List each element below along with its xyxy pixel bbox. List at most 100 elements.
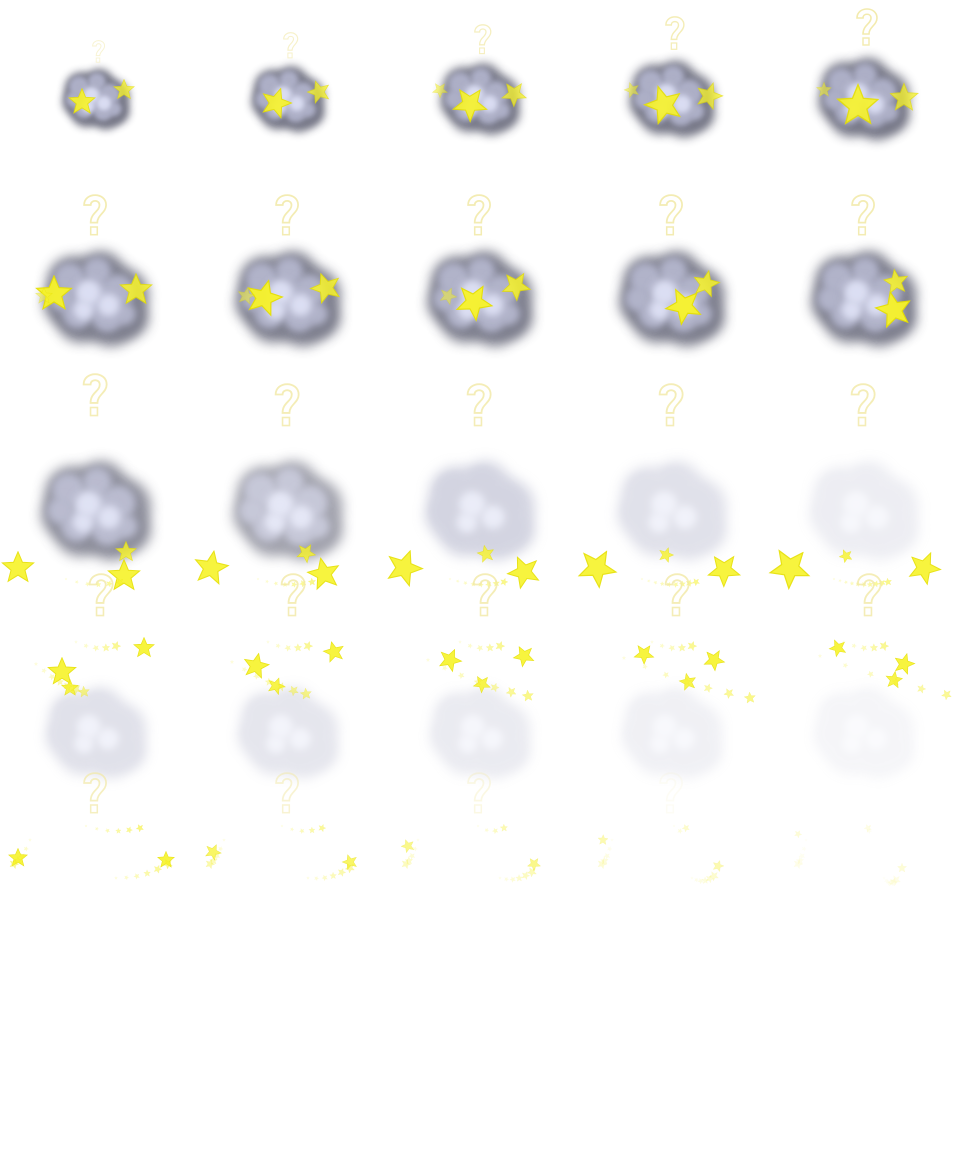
sprite-frame-5	[815, 8, 921, 140]
trail-star-icon	[503, 876, 510, 882]
star-icon	[794, 829, 803, 839]
trail-star-icon	[693, 876, 700, 883]
trail-star-icon	[483, 827, 490, 833]
trail-star-icon	[280, 824, 284, 828]
sprite-frame-24	[597, 772, 726, 886]
star-icon	[630, 639, 659, 667]
trail-star-icon	[640, 577, 644, 581]
trail-star-icon	[458, 640, 462, 644]
trail-star-icon	[303, 641, 314, 652]
sprite-frame-17	[229, 573, 347, 779]
sprite-frame-4	[622, 16, 727, 138]
frames-layer	[1, 8, 954, 888]
trail-star-icon	[318, 824, 327, 833]
trail-star-icon	[229, 659, 235, 664]
trail-star-icon	[800, 845, 808, 852]
trail-star-icon	[691, 578, 701, 587]
smoke-cloud-icon	[237, 687, 339, 779]
star-icon	[191, 547, 232, 586]
question-mark-icon	[280, 573, 306, 617]
trail-star-icon	[650, 640, 654, 644]
trail-star-icon	[104, 827, 111, 834]
question-mark-icon	[856, 8, 878, 46]
trail-star-icon	[843, 579, 849, 585]
trail-star-icon	[515, 873, 524, 883]
trail-star-icon	[274, 642, 282, 649]
star-icon	[895, 861, 908, 874]
trail-star-icon	[659, 580, 666, 587]
smoke-cloud-icon	[45, 687, 147, 779]
sprite-frame-14	[572, 383, 746, 592]
star-icon	[435, 644, 466, 674]
trail-star-icon	[667, 643, 677, 653]
trail-star-icon	[126, 826, 133, 834]
smoke-cloud-icon	[621, 687, 723, 779]
question-mark-icon	[856, 573, 882, 617]
trail-star-icon	[28, 838, 32, 842]
question-mark-icon	[82, 373, 108, 417]
sprite-frame-15	[763, 383, 946, 595]
trail-star-icon	[114, 876, 118, 880]
question-mark-icon	[92, 40, 106, 63]
star-icon	[321, 638, 347, 664]
trail-star-icon	[283, 643, 293, 653]
trail-star-icon	[298, 827, 306, 835]
trail-star-icon	[320, 873, 329, 882]
star-icon	[709, 857, 726, 874]
trail-star-icon	[143, 868, 152, 878]
trail-star-icon	[641, 663, 649, 670]
star-icon	[509, 641, 538, 669]
trail-star-icon	[917, 684, 927, 694]
star-icon	[133, 636, 155, 658]
trail-star-icon	[33, 661, 39, 666]
question-mark-icon	[467, 772, 491, 814]
trail-star-icon	[866, 669, 876, 679]
smoke-cloud-icon	[41, 461, 151, 561]
sprite-frame-8	[427, 194, 535, 347]
star-icon	[1, 550, 35, 583]
question-mark-icon	[83, 772, 107, 814]
trail-star-icon	[466, 642, 474, 649]
question-mark-icon	[283, 32, 299, 59]
sprite-frame-25	[793, 822, 908, 888]
question-mark-icon	[83, 194, 107, 236]
trail-star-icon	[425, 657, 431, 662]
trail-star-icon	[610, 838, 614, 842]
star-icon	[701, 546, 746, 591]
sprite-frame-6	[35, 194, 153, 347]
question-mark-icon	[275, 772, 299, 814]
smoke-cloud-icon	[440, 63, 520, 135]
trail-star-icon	[256, 577, 260, 581]
trail-star-icon	[101, 642, 112, 653]
sprite-frame-9	[619, 194, 725, 347]
trail-star-icon	[661, 670, 671, 680]
trail-star-icon	[266, 640, 270, 644]
sprite-frame-1	[62, 40, 135, 130]
trail-star-icon	[882, 876, 885, 879]
trail-star-icon	[491, 826, 500, 835]
trail-star-icon	[842, 661, 849, 669]
question-mark-icon	[466, 383, 492, 427]
trail-star-icon	[457, 670, 466, 680]
trail-star-icon	[742, 690, 759, 707]
trail-star-icon	[241, 665, 248, 673]
trail-star-icon	[672, 824, 676, 828]
trail-star-icon	[306, 577, 318, 588]
trail-star-icon	[123, 874, 130, 881]
question-mark-icon	[664, 573, 690, 617]
trail-star-icon	[722, 686, 736, 701]
trail-star-icon	[222, 838, 226, 842]
trail-star-icon	[135, 823, 146, 834]
trail-star-icon	[264, 579, 270, 584]
trail-star-icon	[217, 845, 224, 852]
trail-star-icon	[940, 688, 954, 702]
sprite-frame-19	[621, 573, 759, 779]
question-mark-icon	[88, 573, 114, 617]
sprite-frame-20	[813, 573, 954, 779]
trail-star-icon	[817, 653, 823, 658]
trail-star-icon	[495, 641, 506, 652]
trail-star-icon	[111, 641, 122, 652]
smoke-cloud-icon	[809, 461, 919, 561]
question-mark-icon	[850, 383, 876, 427]
